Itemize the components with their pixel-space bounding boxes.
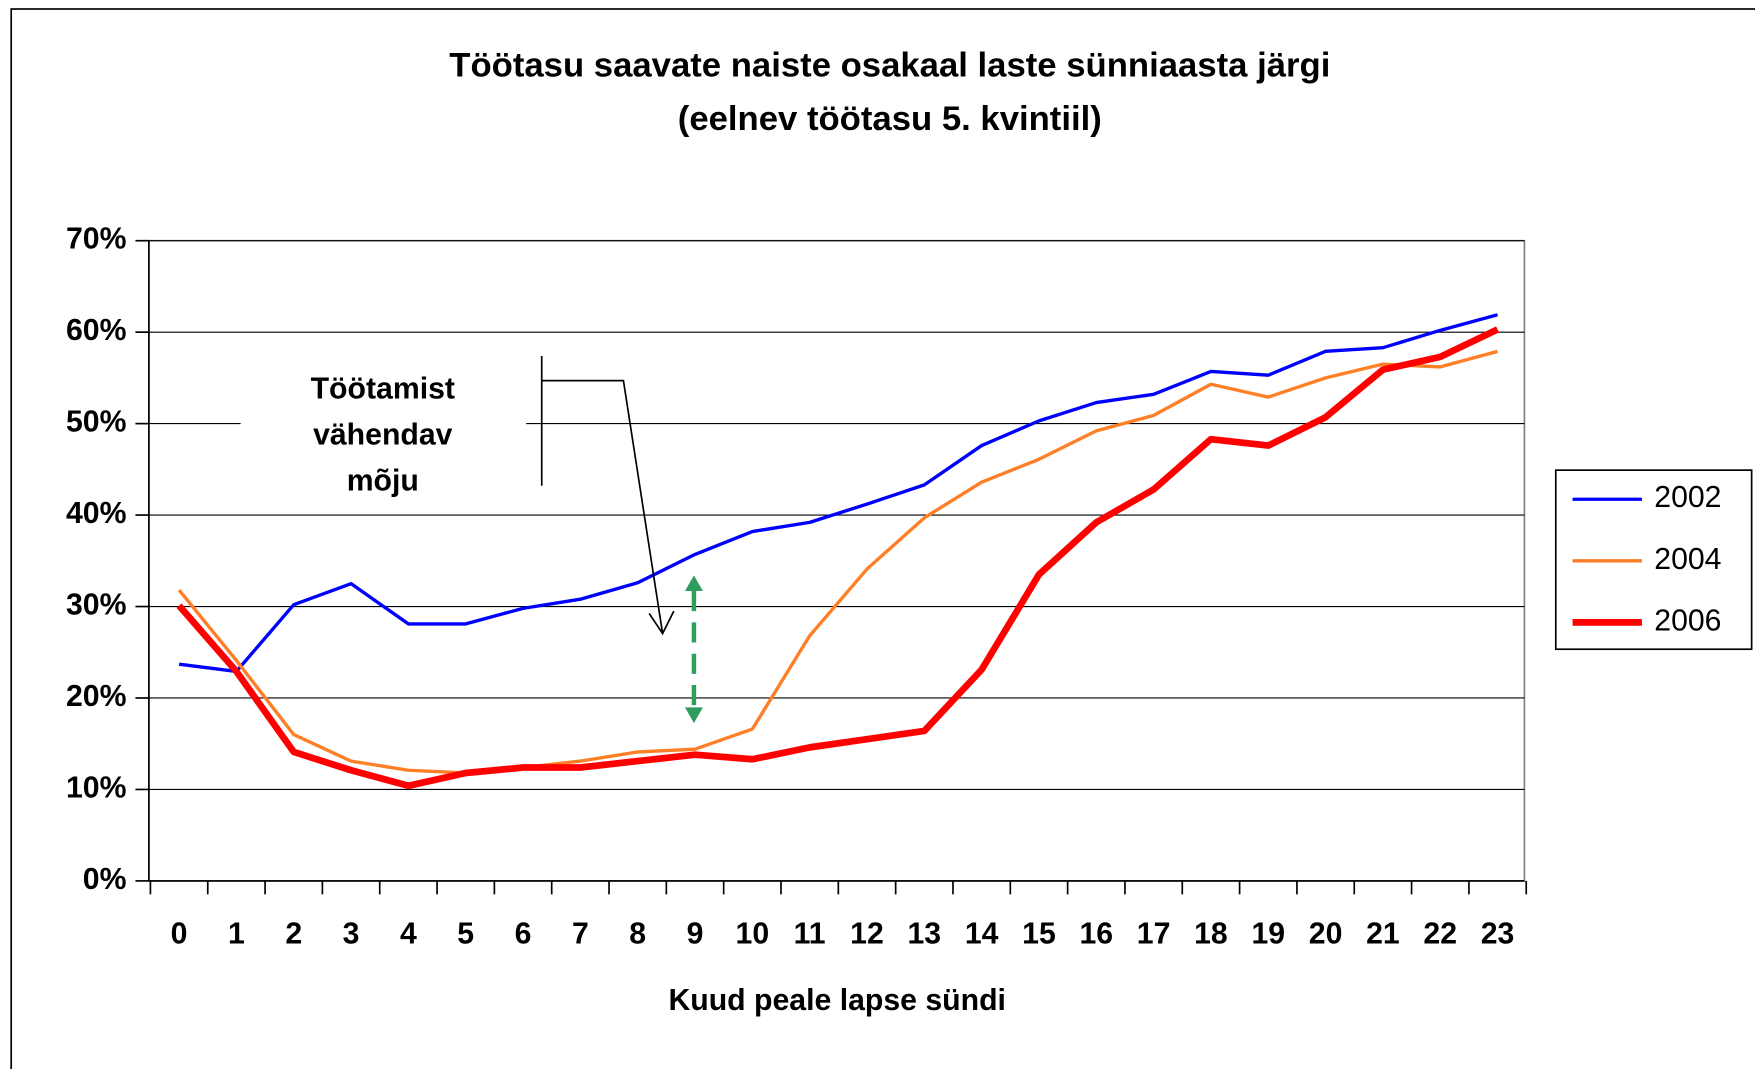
x-tick-label: 13 (908, 918, 942, 951)
x-tick-label: 19 (1251, 918, 1285, 951)
y-tick-label: 60% (66, 314, 127, 347)
x-tick-label: 22 (1423, 918, 1457, 951)
y-tick-label: 40% (66, 497, 127, 530)
x-tick-label: 11 (794, 918, 826, 951)
legend-label: 2002 (1654, 481, 1721, 514)
gap-arrow-head (684, 575, 703, 724)
x-tick-label: 17 (1137, 918, 1171, 951)
x-tick-label: 14 (965, 918, 999, 951)
chart-title: Töötasu saavate naiste osakaal laste sün… (449, 46, 1330, 84)
x-tick-label: 20 (1309, 918, 1343, 951)
x-tick-label: 8 (629, 918, 646, 951)
x-tick-label: 21 (1366, 918, 1400, 951)
x-tick-label: 15 (1022, 918, 1056, 951)
annotation-text: Töötamist (311, 373, 455, 406)
x-tick-label: 5 (457, 918, 474, 951)
annotation-text: mõju (347, 464, 419, 497)
x-tick-label: 10 (736, 918, 770, 951)
x-tick-label: 16 (1079, 918, 1113, 951)
annotation: Töötamist vähendav mõju (240, 355, 703, 724)
series-line (177, 349, 1499, 775)
legend-label: 2004 (1654, 543, 1721, 576)
y-tick-label: 0% (83, 863, 127, 896)
y-tick-label: 20% (66, 680, 127, 713)
series-line (176, 326, 1500, 790)
x-tick-label: 2 (285, 918, 302, 951)
x-tick-label: 6 (515, 918, 532, 951)
x-tick-label: 18 (1194, 918, 1228, 951)
annotation-arrow (540, 355, 675, 636)
x-tick-label: 1 (228, 918, 245, 951)
x-tick-label: 23 (1481, 918, 1515, 951)
x-tick-label: 0 (171, 918, 188, 951)
x-tick-label: 4 (400, 918, 417, 951)
x-tick-label: 12 (850, 918, 884, 951)
y-tick-label: 10% (66, 771, 127, 804)
x-tick-label: 9 (687, 918, 704, 951)
annotation-text: vähendav (313, 419, 453, 452)
plot (135, 239, 1528, 895)
chart-title: (eelnev töötasu 5. kvintiil) (678, 100, 1102, 138)
frame (10, 8, 1755, 1069)
plot-area (148, 239, 1526, 882)
y-tick-label: 70% (66, 223, 127, 256)
legend-label: 2006 (1654, 604, 1721, 637)
y-tick-label: 30% (66, 589, 127, 622)
x-tick-label: 7 (572, 918, 589, 951)
series-line (178, 313, 1499, 674)
y-tick-label: 50% (66, 406, 127, 439)
x-axis-label: Kuud peale lapse sündi (668, 984, 1006, 1017)
annotation-box (240, 360, 527, 512)
x-tick-label: 3 (343, 918, 360, 951)
